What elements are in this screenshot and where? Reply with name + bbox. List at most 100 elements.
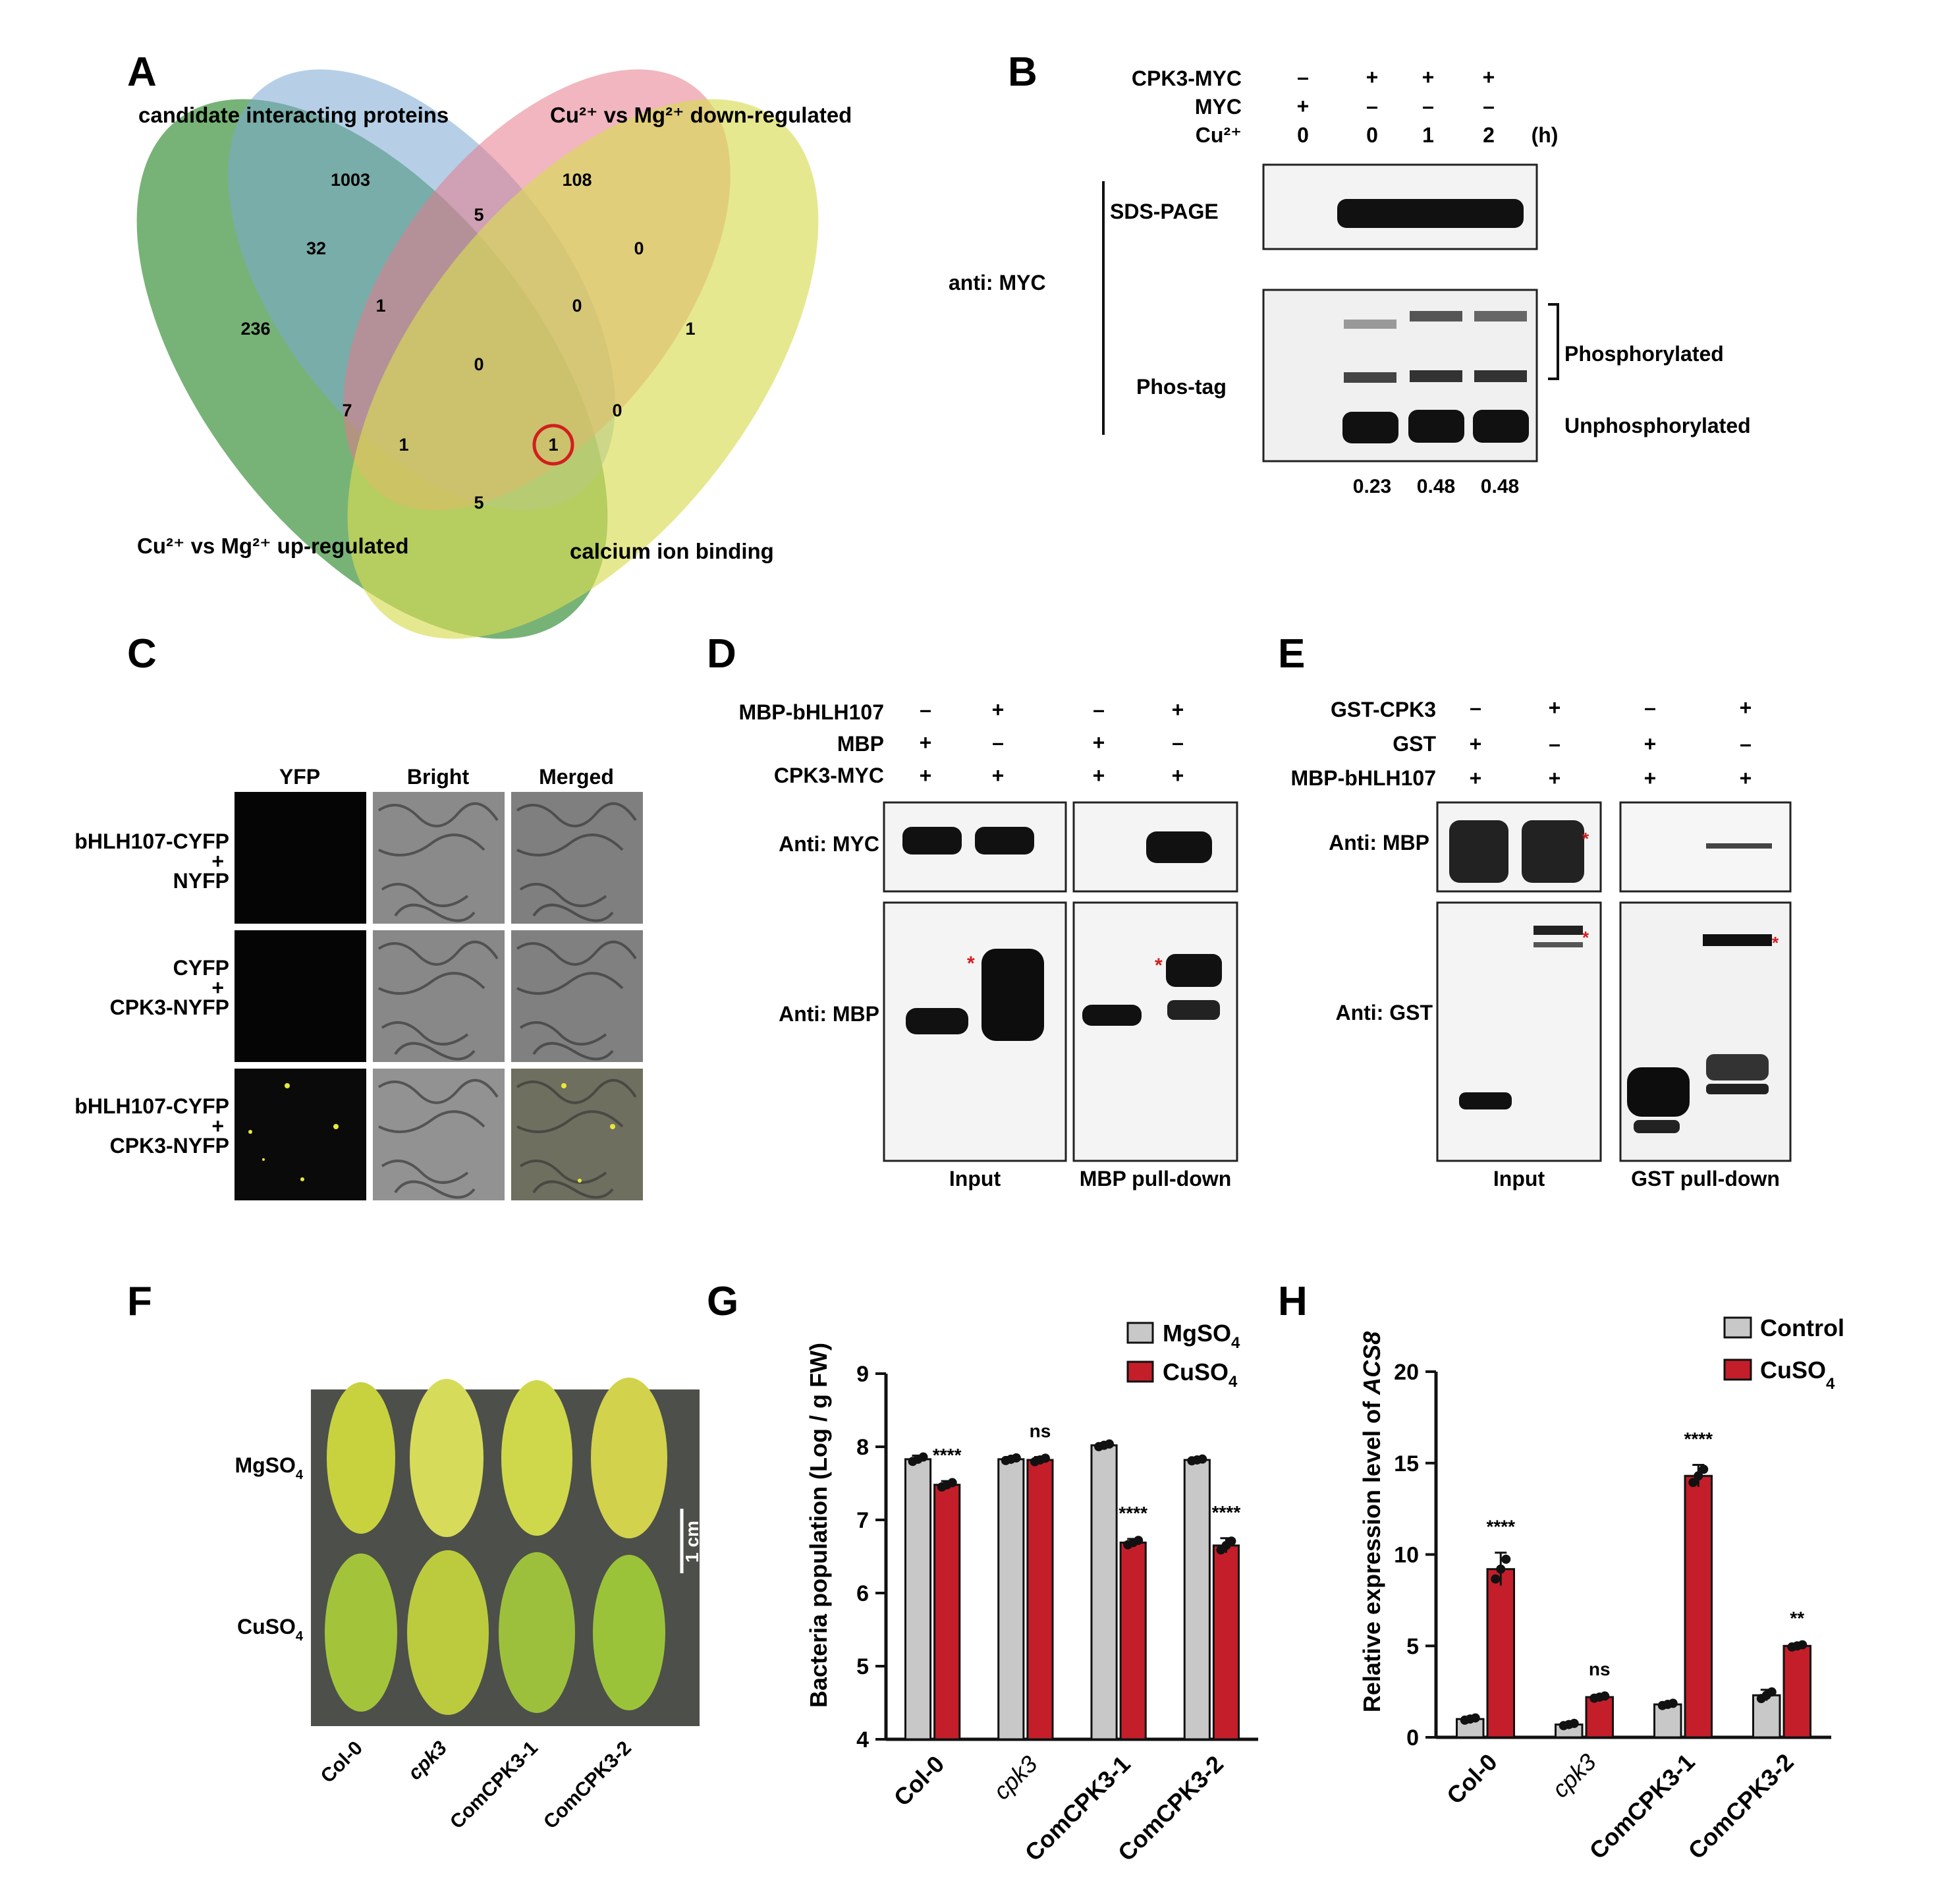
bar-mgso4 — [1090, 1444, 1118, 1741]
ratio-value: 0.48 — [1481, 476, 1519, 497]
sign: – — [1740, 732, 1752, 756]
significance-label: **** — [1684, 1429, 1713, 1449]
leaf — [327, 1382, 395, 1534]
venn-count-highlighted: 1 — [548, 435, 558, 455]
data-point — [1569, 1718, 1579, 1728]
legend-label: MgSO4 — [1163, 1320, 1240, 1352]
sign: – — [1549, 732, 1561, 756]
y-tick-label: 4 — [856, 1727, 869, 1752]
phosphorylated-label: Phosphorylated — [1564, 342, 1724, 366]
significance-label: ns — [1030, 1421, 1051, 1442]
yfp-signal — [248, 1083, 615, 1183]
data-point — [918, 1452, 928, 1462]
band — [975, 827, 1034, 854]
y-tick-label: 8 — [856, 1435, 869, 1460]
sign: – — [1470, 696, 1481, 719]
lane-group-label: MBP pull-down — [1080, 1167, 1231, 1190]
value: 1 — [1422, 123, 1434, 147]
band — [1533, 926, 1583, 935]
sign: + — [1483, 65, 1495, 89]
panel-letter-h: H — [1278, 1279, 1308, 1324]
row-label: + — [211, 1114, 224, 1138]
band — [1344, 320, 1396, 329]
x-tick-label: cpk3 — [988, 1750, 1043, 1805]
microscopy-bright — [373, 1069, 505, 1200]
y-tick-label: 9 — [856, 1362, 869, 1387]
row-label: CPK3-NYFP — [110, 1134, 229, 1158]
microscopy-merged — [511, 930, 643, 1062]
y-tick-label: 0 — [1406, 1725, 1419, 1750]
venn-label-candidate: candidate interacting proteins — [138, 103, 449, 127]
y-axis-label: Bacteria population (Log / g FW) — [805, 1343, 832, 1708]
sign: – — [1172, 731, 1184, 754]
blot-input-gst — [1436, 901, 1602, 1162]
x-tick-label: ComCPK3-1 — [1584, 1749, 1700, 1864]
band — [1706, 1054, 1769, 1080]
sign: + — [1172, 764, 1184, 787]
sign: + — [1470, 732, 1482, 756]
data-point — [947, 1478, 957, 1488]
band — [1166, 954, 1222, 987]
asterisk-mark: * — [1772, 933, 1779, 953]
venn-count: 108 — [562, 170, 592, 190]
sign: + — [1297, 94, 1310, 118]
venn-count: 7 — [342, 401, 352, 420]
venn-count: 1 — [399, 435, 408, 455]
sign: + — [992, 698, 1005, 721]
data-point — [1134, 1536, 1144, 1546]
sign: + — [1470, 766, 1482, 790]
x-tick-label: Col-0 — [1441, 1749, 1503, 1810]
band — [1533, 942, 1583, 947]
legend-swatch-cuso4 — [1723, 1358, 1752, 1381]
panel-letter-c: C — [127, 631, 157, 677]
band — [1342, 412, 1398, 443]
panel-c: C YFP Bright Merged bHLH107-CYFP + NYFP … — [74, 631, 643, 1200]
lane-group-label: Input — [1493, 1167, 1545, 1190]
panel-letter-f: F — [127, 1279, 152, 1324]
panel-letter-g: G — [707, 1279, 738, 1324]
unphosphorylated-label: Unphosphorylated — [1564, 414, 1751, 437]
sign: + — [1172, 698, 1184, 721]
microscopy-yfp — [235, 1069, 366, 1200]
sign: + — [1549, 766, 1561, 790]
x-tick-label: Col-0 — [889, 1750, 950, 1812]
row-label: MBP — [837, 732, 884, 756]
venn-count: 32 — [306, 238, 326, 258]
panel-f: F 1 cm MgSO4 CuSO4 Col-0 cpk3 ComCPK3-1 … — [127, 1279, 702, 1834]
bar-cuso4 — [1212, 1544, 1240, 1741]
bar-cuso4 — [1486, 1568, 1515, 1739]
row-label: CPK3-MYC — [1132, 67, 1242, 90]
data-point — [1694, 1471, 1703, 1481]
significance-label: ** — [1790, 1608, 1804, 1628]
data-point — [1600, 1691, 1610, 1701]
row-label: CYFP — [173, 956, 229, 980]
bar-cuso4 — [1026, 1459, 1054, 1741]
venn-count: 5 — [474, 493, 484, 513]
sign: + — [1093, 764, 1105, 787]
bar-cuso4 — [1119, 1541, 1147, 1741]
band — [1082, 1005, 1142, 1026]
data-point — [1227, 1536, 1236, 1546]
phostag-label: Phos-tag — [1136, 375, 1227, 399]
chart-g-plot: 456789****Col-0nscpk3****ComCPK3-1****Co… — [856, 1362, 1258, 1866]
microscopy-merged — [511, 1069, 643, 1200]
band — [906, 1008, 968, 1034]
microscopy-yfp — [235, 792, 366, 924]
lane-group-label: GST pull-down — [1631, 1167, 1780, 1190]
sign: – — [1366, 94, 1378, 118]
data-point — [1668, 1698, 1678, 1708]
antibody-label: Anti: MYC — [779, 832, 879, 856]
scale-bar-label: 1 cm — [682, 1521, 702, 1563]
chart-h-plot: 0 5 10 15 20 **** Col-0 ns cpk3 **** ComCPK3-1 ** Co… — [1394, 1360, 1831, 1864]
venn-count: 5 — [474, 205, 484, 225]
legend-label: CuSO4 — [1163, 1358, 1238, 1391]
panel-b: B CPK3-MYC MYC Cu²⁺ – + + + + – – – 0 0 … — [949, 49, 1751, 497]
significance-label: **** — [1212, 1502, 1241, 1523]
data-point — [1798, 1640, 1808, 1650]
panel-letter-d: D — [707, 631, 736, 677]
antibody-label: Anti: MBP — [779, 1002, 879, 1026]
row-label-cuso4: CuSO4 — [237, 1615, 304, 1644]
bar-cuso4 — [1585, 1696, 1614, 1739]
sign: + — [992, 764, 1005, 787]
sign: + — [1422, 65, 1435, 89]
